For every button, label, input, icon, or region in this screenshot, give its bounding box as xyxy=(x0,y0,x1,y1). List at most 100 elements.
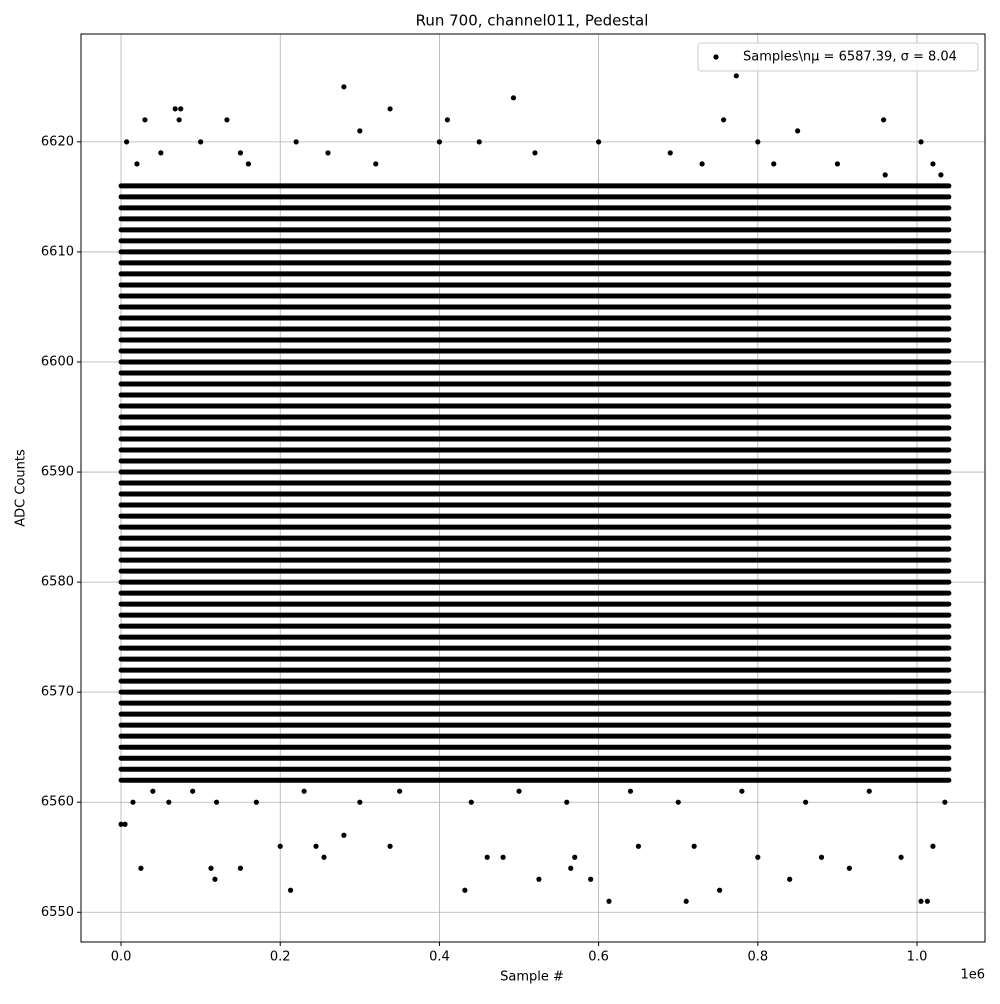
sample-point xyxy=(166,799,172,805)
sample-point xyxy=(606,898,612,904)
y-tick-label: 6600 xyxy=(41,354,74,369)
y-tick-label: 6610 xyxy=(41,244,74,259)
sample-point xyxy=(397,788,403,794)
sample-point xyxy=(198,139,204,145)
sample-point xyxy=(321,854,327,860)
sample-point xyxy=(436,139,443,145)
y-tick-label: 6620 xyxy=(41,134,74,149)
sample-point xyxy=(387,106,393,112)
sample-point xyxy=(739,788,745,794)
sample-point xyxy=(142,117,148,123)
sample-point xyxy=(880,117,887,123)
sample-point xyxy=(172,106,178,112)
sample-point xyxy=(510,95,517,101)
x-tick-label: 0.8 xyxy=(747,950,768,965)
x-tick-label: 0.0 xyxy=(111,950,132,965)
sample-point xyxy=(635,843,642,849)
sample-point xyxy=(237,150,244,156)
x-tick-label: 1.0 xyxy=(907,950,928,965)
sample-point xyxy=(516,788,522,794)
sample-point xyxy=(293,139,299,145)
sample-point xyxy=(733,73,739,79)
x-axis-label: Sample # xyxy=(500,970,564,985)
sample-point xyxy=(178,106,184,112)
sample-point xyxy=(277,843,283,849)
sample-point xyxy=(118,821,124,827)
x-tick-label: 0.4 xyxy=(429,950,450,965)
sample-point xyxy=(444,117,450,123)
sample-point xyxy=(287,887,294,893)
y-tick-label: 6590 xyxy=(41,465,74,480)
sample-point xyxy=(564,799,570,805)
sample-point xyxy=(588,876,594,882)
y-tick-label: 6580 xyxy=(41,575,74,590)
sample-point xyxy=(500,854,506,860)
sample-point xyxy=(536,876,542,882)
sample-point xyxy=(134,161,140,167)
sample-point xyxy=(818,854,825,860)
sample-point xyxy=(122,821,128,827)
sample-point xyxy=(755,854,761,860)
sample-point xyxy=(476,139,482,145)
sample-point xyxy=(898,854,904,860)
y-tick-label: 6570 xyxy=(41,685,74,700)
sample-point xyxy=(918,139,924,145)
sample-point xyxy=(717,887,723,893)
sample-point xyxy=(484,854,490,860)
sample-point xyxy=(596,139,602,145)
sample-point xyxy=(924,898,930,904)
sample-point xyxy=(150,788,156,794)
x-tick-label: 0.6 xyxy=(588,950,609,965)
sample-point xyxy=(313,843,319,849)
y-tick-label: 6550 xyxy=(41,905,74,920)
sample-point xyxy=(771,161,777,167)
chart-title: Run 700, channel011, Pedestal xyxy=(416,12,649,30)
sample-point xyxy=(938,172,944,178)
y-axis-label: ADC Counts xyxy=(14,449,29,527)
sample-point xyxy=(341,84,347,90)
sample-point xyxy=(675,799,681,805)
sample-point xyxy=(627,788,634,794)
sample-point xyxy=(357,128,363,134)
sample-point xyxy=(253,799,259,805)
sample-point xyxy=(237,865,244,871)
sample-point xyxy=(667,150,673,156)
plot-frame xyxy=(80,33,986,943)
sample-point xyxy=(930,843,936,849)
sample-point xyxy=(691,843,697,849)
sample-point xyxy=(468,799,474,805)
sample-point xyxy=(866,788,872,794)
x-offset-label: 1e6 xyxy=(960,968,985,983)
sample-point xyxy=(846,865,852,871)
sample-point xyxy=(795,128,801,134)
sample-point xyxy=(208,865,214,871)
sample-point xyxy=(834,161,841,167)
legend-box xyxy=(697,42,979,72)
x-tick-label: 0.2 xyxy=(270,950,291,965)
sample-point xyxy=(699,161,705,167)
sample-point xyxy=(213,799,220,805)
sample-point xyxy=(683,898,689,904)
sample-point xyxy=(224,117,230,123)
sample-point xyxy=(918,898,924,904)
sample-point xyxy=(124,139,130,145)
sample-point xyxy=(755,139,761,145)
sample-point xyxy=(572,854,578,860)
sample-point xyxy=(568,865,574,871)
sample-point xyxy=(373,161,379,167)
sample-point xyxy=(357,799,363,805)
sample-point xyxy=(158,150,164,156)
sample-point xyxy=(802,799,809,805)
legend-label: Samples\nμ = 6587.39, σ = 8.04 xyxy=(743,50,957,65)
sample-point xyxy=(138,865,144,871)
sample-point xyxy=(245,161,251,167)
sample-point xyxy=(212,876,218,882)
sample-point xyxy=(325,150,331,156)
sample-point xyxy=(301,788,307,794)
sample-point xyxy=(720,117,727,123)
sample-point xyxy=(930,161,936,167)
sample-point xyxy=(130,799,136,805)
sample-point xyxy=(882,172,888,178)
